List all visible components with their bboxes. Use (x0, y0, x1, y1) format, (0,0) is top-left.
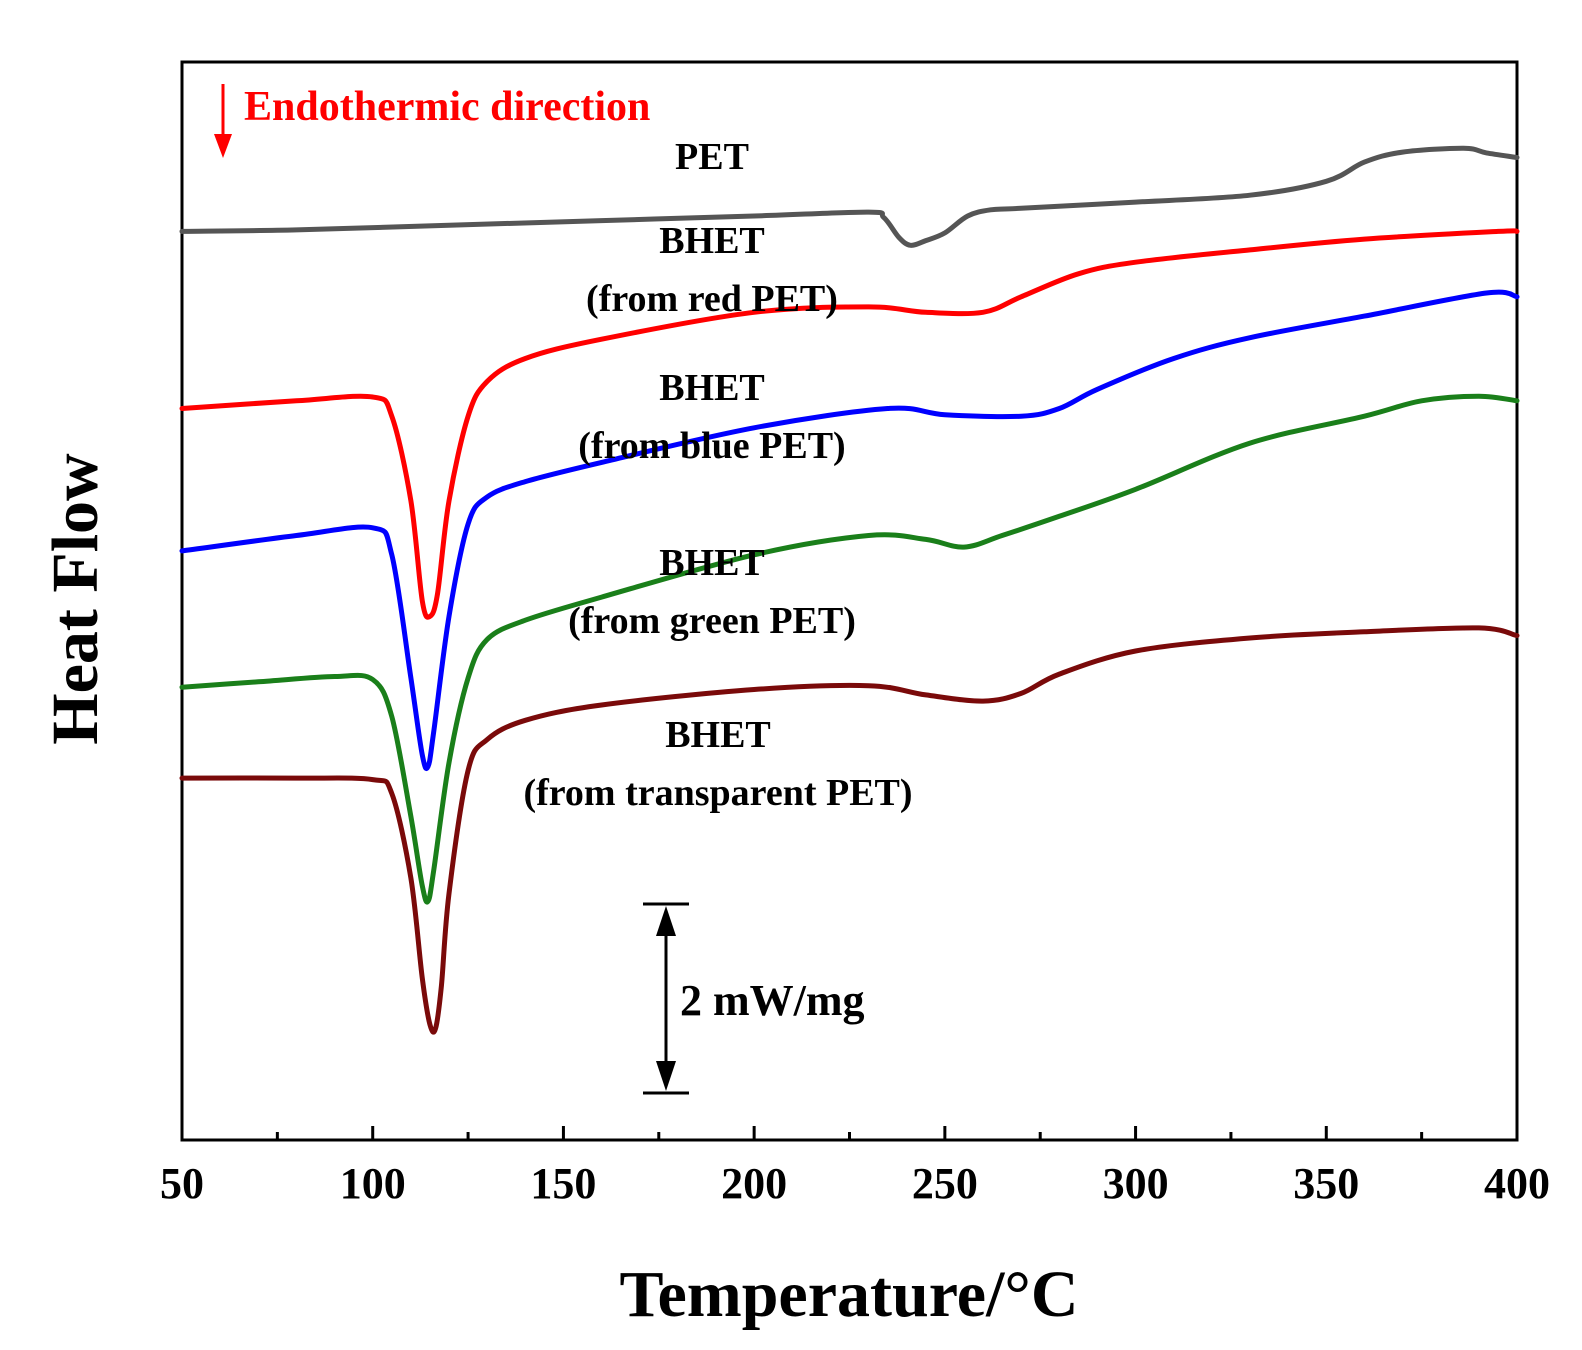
scale-bar-label: 2 mW/mg (680, 976, 865, 1025)
endothermic-arrow-icon (214, 134, 232, 158)
x-tick-label: 300 (1103, 1159, 1169, 1208)
label-red-line2: (from red PET) (586, 278, 838, 320)
series-line-bhet-from-green-pet (179, 393, 1520, 905)
x-tick-label: 100 (340, 1159, 406, 1208)
label-transparent-line1: BHET (665, 714, 771, 756)
x-axis-ticks: 50 100 150 200 250 300 350 400 (160, 1126, 1550, 1208)
series-line-pet (179, 145, 1520, 248)
x-tick-label: 150 (530, 1159, 596, 1208)
x-tick-label: 200 (721, 1159, 787, 1208)
label-green-line2: (from green PET) (568, 600, 856, 642)
scale-bar-up-arrow-icon (656, 906, 676, 936)
label-blue-line2: (from blue PET) (578, 425, 845, 467)
label-red-line1: BHET (659, 220, 765, 262)
y-axis-title: Heat Flow (39, 453, 112, 745)
series-labels: PET BHET (from red PET) BHET (from blue … (523, 136, 912, 814)
label-transparent-line2: (from transparent PET) (523, 772, 912, 814)
series-line-bhet-from-red-pet (179, 228, 1520, 620)
endothermic-annotation: Endothermic direction (214, 84, 650, 158)
label-green-line1: BHET (659, 542, 765, 584)
x-tick-label: 50 (160, 1159, 204, 1208)
series-lines (179, 145, 1520, 1035)
endothermic-label: Endothermic direction (244, 84, 650, 130)
series-line-bhet-from-transparent-pet (179, 625, 1520, 1035)
label-blue-line1: BHET (659, 367, 765, 409)
scale-bar: 2 mW/mg (643, 902, 865, 1095)
x-tick-label: 250 (912, 1159, 978, 1208)
x-tick-label: 400 (1484, 1159, 1550, 1208)
series-line-bhet-from-blue-pet (179, 289, 1520, 771)
x-axis-title: Temperature/°C (619, 1258, 1078, 1331)
x-tick-label: 350 (1293, 1159, 1359, 1208)
label-pet: PET (675, 136, 749, 178)
scale-bar-down-arrow-icon (656, 1061, 676, 1091)
